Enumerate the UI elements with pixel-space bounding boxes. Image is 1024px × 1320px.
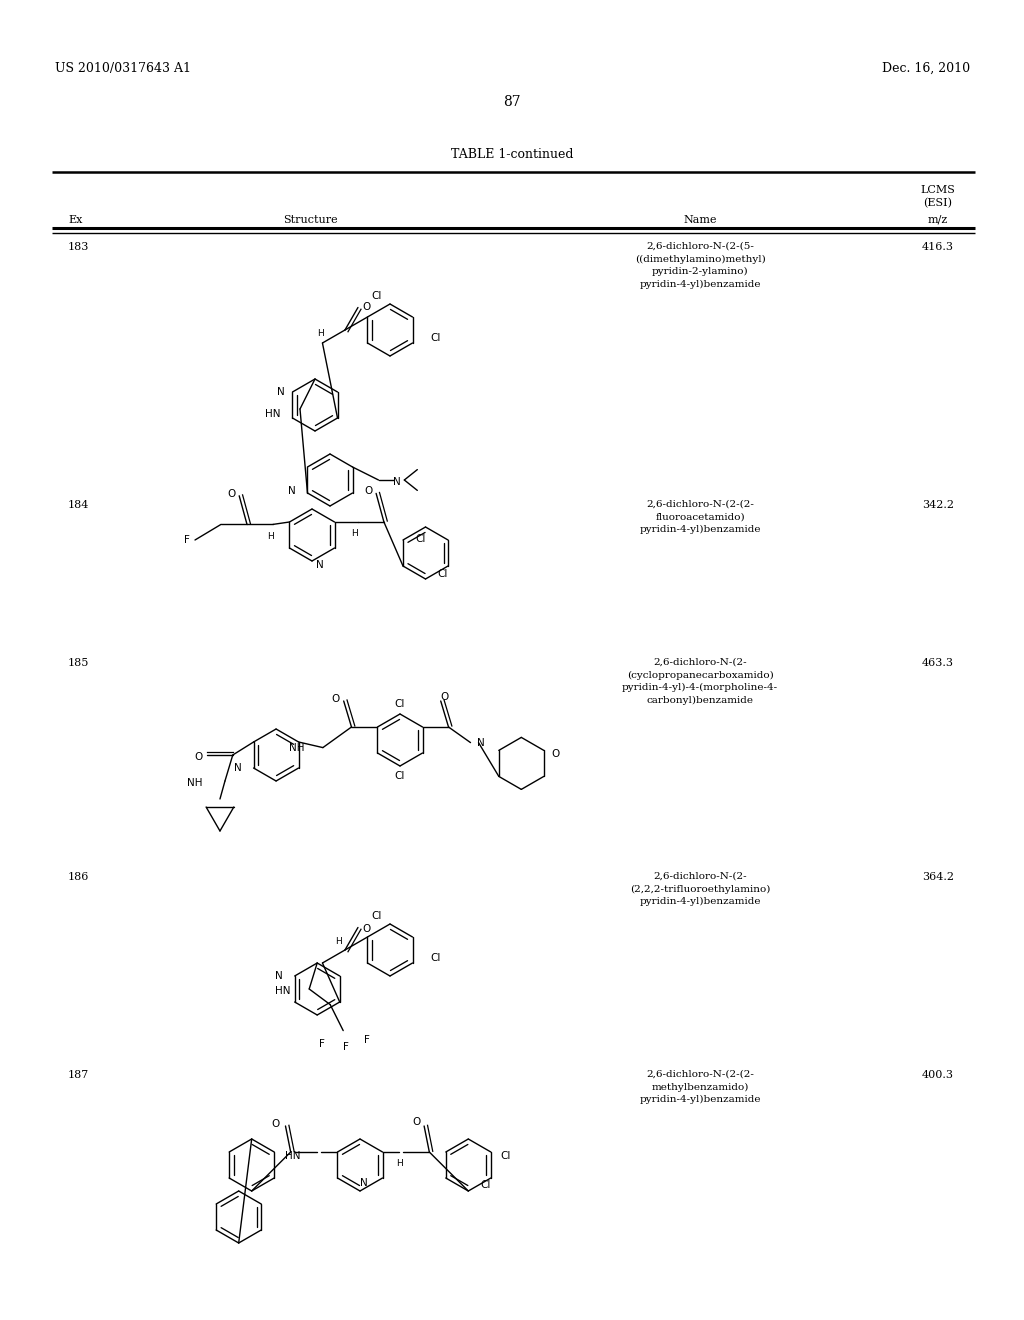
- Text: O: O: [440, 692, 449, 702]
- Text: HN: HN: [285, 1151, 301, 1162]
- Text: HN: HN: [274, 986, 290, 997]
- Text: m/z: m/z: [928, 215, 948, 224]
- Text: 2,6-dichloro-N-(2-(2-
methylbenzamido)
pyridin-4-yl)benzamide: 2,6-dichloro-N-(2-(2- methylbenzamido) p…: [639, 1071, 761, 1105]
- Text: H: H: [351, 529, 358, 539]
- Text: 2,6-dichloro-N-(2-(2-
fluoroacetamido)
pyridin-4-yl)benzamide: 2,6-dichloro-N-(2-(2- fluoroacetamido) p…: [639, 500, 761, 535]
- Text: Cl: Cl: [501, 1151, 511, 1162]
- Text: 187: 187: [68, 1071, 89, 1080]
- Text: Cl: Cl: [372, 911, 382, 921]
- Text: LCMS: LCMS: [921, 185, 955, 195]
- Text: Cl: Cl: [437, 569, 447, 579]
- Text: US 2010/0317643 A1: US 2010/0317643 A1: [55, 62, 191, 75]
- Text: H: H: [266, 532, 273, 541]
- Text: 364.2: 364.2: [922, 873, 954, 882]
- Text: F: F: [364, 1035, 370, 1044]
- Text: Cl: Cl: [430, 953, 440, 964]
- Text: H: H: [317, 329, 324, 338]
- Text: HN: HN: [264, 409, 280, 418]
- Text: Cl: Cl: [430, 333, 440, 343]
- Text: 87: 87: [503, 95, 521, 110]
- Text: O: O: [362, 924, 371, 935]
- Text: NH: NH: [290, 743, 305, 752]
- Text: 416.3: 416.3: [922, 242, 954, 252]
- Text: 185: 185: [68, 657, 89, 668]
- Text: O: O: [227, 488, 236, 499]
- Text: Name: Name: [683, 215, 717, 224]
- Text: N: N: [233, 763, 242, 774]
- Text: 2,6-dichloro-N-(2-
(2,2,2-trifluoroethylamino)
pyridin-4-yl)benzamide: 2,6-dichloro-N-(2- (2,2,2-trifluoroethyl…: [630, 873, 770, 907]
- Text: Ex: Ex: [68, 215, 82, 224]
- Text: O: O: [552, 750, 560, 759]
- Text: F: F: [184, 535, 190, 545]
- Text: Cl: Cl: [480, 1180, 490, 1191]
- Text: N: N: [393, 477, 401, 487]
- Text: H: H: [396, 1159, 402, 1168]
- Text: Cl: Cl: [395, 700, 406, 709]
- Text: 186: 186: [68, 873, 89, 882]
- Text: 342.2: 342.2: [922, 500, 954, 510]
- Text: N: N: [276, 387, 285, 397]
- Text: F: F: [319, 1039, 326, 1048]
- Text: F: F: [343, 1043, 349, 1052]
- Text: O: O: [271, 1119, 280, 1129]
- Text: 400.3: 400.3: [922, 1071, 954, 1080]
- Text: N: N: [316, 560, 324, 570]
- Text: N: N: [476, 738, 484, 747]
- Text: Dec. 16, 2010: Dec. 16, 2010: [882, 62, 970, 75]
- Text: TABLE 1-continued: TABLE 1-continued: [451, 148, 573, 161]
- Text: O: O: [362, 302, 371, 313]
- Text: 463.3: 463.3: [922, 657, 954, 668]
- Text: 184: 184: [68, 500, 89, 510]
- Text: Structure: Structure: [283, 215, 337, 224]
- Text: Cl: Cl: [372, 290, 382, 301]
- Text: N: N: [274, 972, 283, 981]
- Text: 183: 183: [68, 242, 89, 252]
- Text: O: O: [412, 1117, 420, 1127]
- Text: O: O: [332, 694, 340, 704]
- Text: (ESI): (ESI): [924, 198, 952, 209]
- Text: 2,6-dichloro-N-(2-
(cyclopropanecarboxamido)
pyridin-4-yl)-4-(morpholine-4-
carb: 2,6-dichloro-N-(2- (cyclopropanecarboxam…: [622, 657, 778, 705]
- Text: O: O: [195, 752, 203, 762]
- Text: N: N: [360, 1177, 368, 1188]
- Text: Cl: Cl: [395, 771, 406, 781]
- Text: O: O: [364, 486, 373, 496]
- Text: H: H: [336, 937, 342, 946]
- Text: N: N: [288, 486, 296, 496]
- Text: Cl: Cl: [416, 535, 426, 544]
- Text: 2,6-dichloro-N-(2-(5-
((dimethylamino)methyl)
pyridin-2-ylamino)
pyridin-4-yl)be: 2,6-dichloro-N-(2-(5- ((dimethylamino)me…: [635, 242, 765, 289]
- Text: NH: NH: [187, 777, 203, 788]
